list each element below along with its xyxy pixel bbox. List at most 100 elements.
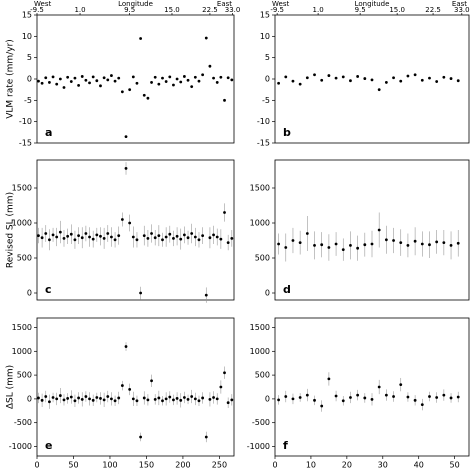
point [117, 76, 121, 80]
point [392, 239, 395, 242]
point [449, 244, 453, 247]
point [334, 76, 338, 80]
point [313, 73, 316, 77]
point [175, 77, 179, 81]
y-tick-label: -1000 [247, 442, 270, 451]
x-tick-label: 10 [306, 461, 316, 470]
point [349, 244, 352, 247]
point [327, 377, 331, 381]
point [91, 237, 95, 241]
point [157, 82, 161, 86]
x2-tick-label: 22.5 [202, 6, 218, 14]
point [334, 242, 338, 246]
point [197, 79, 201, 83]
point [37, 79, 40, 83]
y-tick-label: 0 [27, 289, 32, 298]
y-tick-label: -1000 [9, 442, 32, 451]
y-tick-label: 0 [27, 394, 32, 403]
point [62, 86, 66, 89]
y-tick-label: -5 [24, 96, 32, 105]
plot-frame [36, 317, 235, 457]
y-tick-label: 1000 [250, 347, 270, 356]
point [413, 398, 417, 402]
point [377, 385, 381, 389]
point [161, 399, 164, 403]
point [186, 236, 190, 240]
point [51, 233, 55, 237]
y-axis-label: Revised SL (mm) [6, 192, 16, 268]
point [179, 237, 183, 241]
point [135, 81, 139, 85]
point [201, 234, 205, 238]
x2-tick-label: 22.5 [425, 6, 441, 14]
point [55, 235, 59, 239]
point [73, 238, 77, 242]
point [179, 80, 183, 84]
point [40, 398, 44, 402]
point [110, 235, 113, 239]
point [420, 242, 424, 246]
point [58, 394, 62, 397]
point [69, 232, 73, 236]
y-axis-label: ΔSL (mm) [6, 365, 16, 409]
point [456, 79, 460, 83]
point [139, 435, 143, 439]
y-tick-label: -5 [262, 96, 270, 105]
point [175, 234, 179, 238]
point [44, 232, 48, 235]
point [157, 234, 161, 238]
panel-label: d [283, 283, 291, 296]
x2-tick-label: 33.0 [454, 6, 470, 14]
point [212, 396, 215, 399]
point [226, 401, 230, 405]
y-tick-label: -10 [257, 117, 270, 126]
point [95, 79, 99, 83]
point [320, 404, 324, 408]
point [124, 167, 128, 170]
point [113, 79, 117, 83]
panel-label: f [283, 439, 288, 452]
point [406, 74, 410, 78]
point [349, 396, 352, 399]
y-tick-label: -500 [14, 418, 32, 427]
point [168, 75, 172, 79]
point [106, 78, 110, 82]
point [73, 76, 77, 80]
point [161, 76, 164, 80]
point [305, 232, 309, 235]
point [277, 242, 280, 246]
point [164, 80, 168, 83]
point [99, 234, 102, 238]
point [124, 345, 128, 348]
point [204, 36, 208, 40]
point [197, 238, 201, 242]
point [139, 37, 143, 40]
point [305, 393, 309, 397]
x-tick-label: 40 [414, 461, 424, 470]
point [230, 78, 234, 82]
point [128, 387, 132, 391]
point [120, 384, 124, 387]
y-tick-label: 500 [255, 254, 270, 263]
point [230, 237, 234, 240]
annotation: East [217, 0, 232, 8]
point [91, 75, 95, 79]
x2-tick-label: 1.0 [74, 6, 85, 14]
point [298, 396, 302, 399]
point [58, 77, 62, 81]
y-tick-label: 500 [17, 254, 32, 263]
point [153, 75, 157, 79]
point [172, 237, 175, 240]
panel-label: c [45, 283, 52, 296]
point [370, 242, 374, 246]
y-tick-label: 0 [265, 394, 270, 403]
y-tick-label: 500 [255, 371, 270, 380]
point [449, 77, 453, 80]
point [204, 293, 208, 297]
point [356, 393, 360, 397]
plot-frame [36, 14, 235, 144]
x-tick-label: 150 [139, 461, 154, 470]
y-tick-label: -10 [19, 117, 32, 126]
point [230, 398, 234, 402]
panel-label: a [45, 126, 52, 139]
